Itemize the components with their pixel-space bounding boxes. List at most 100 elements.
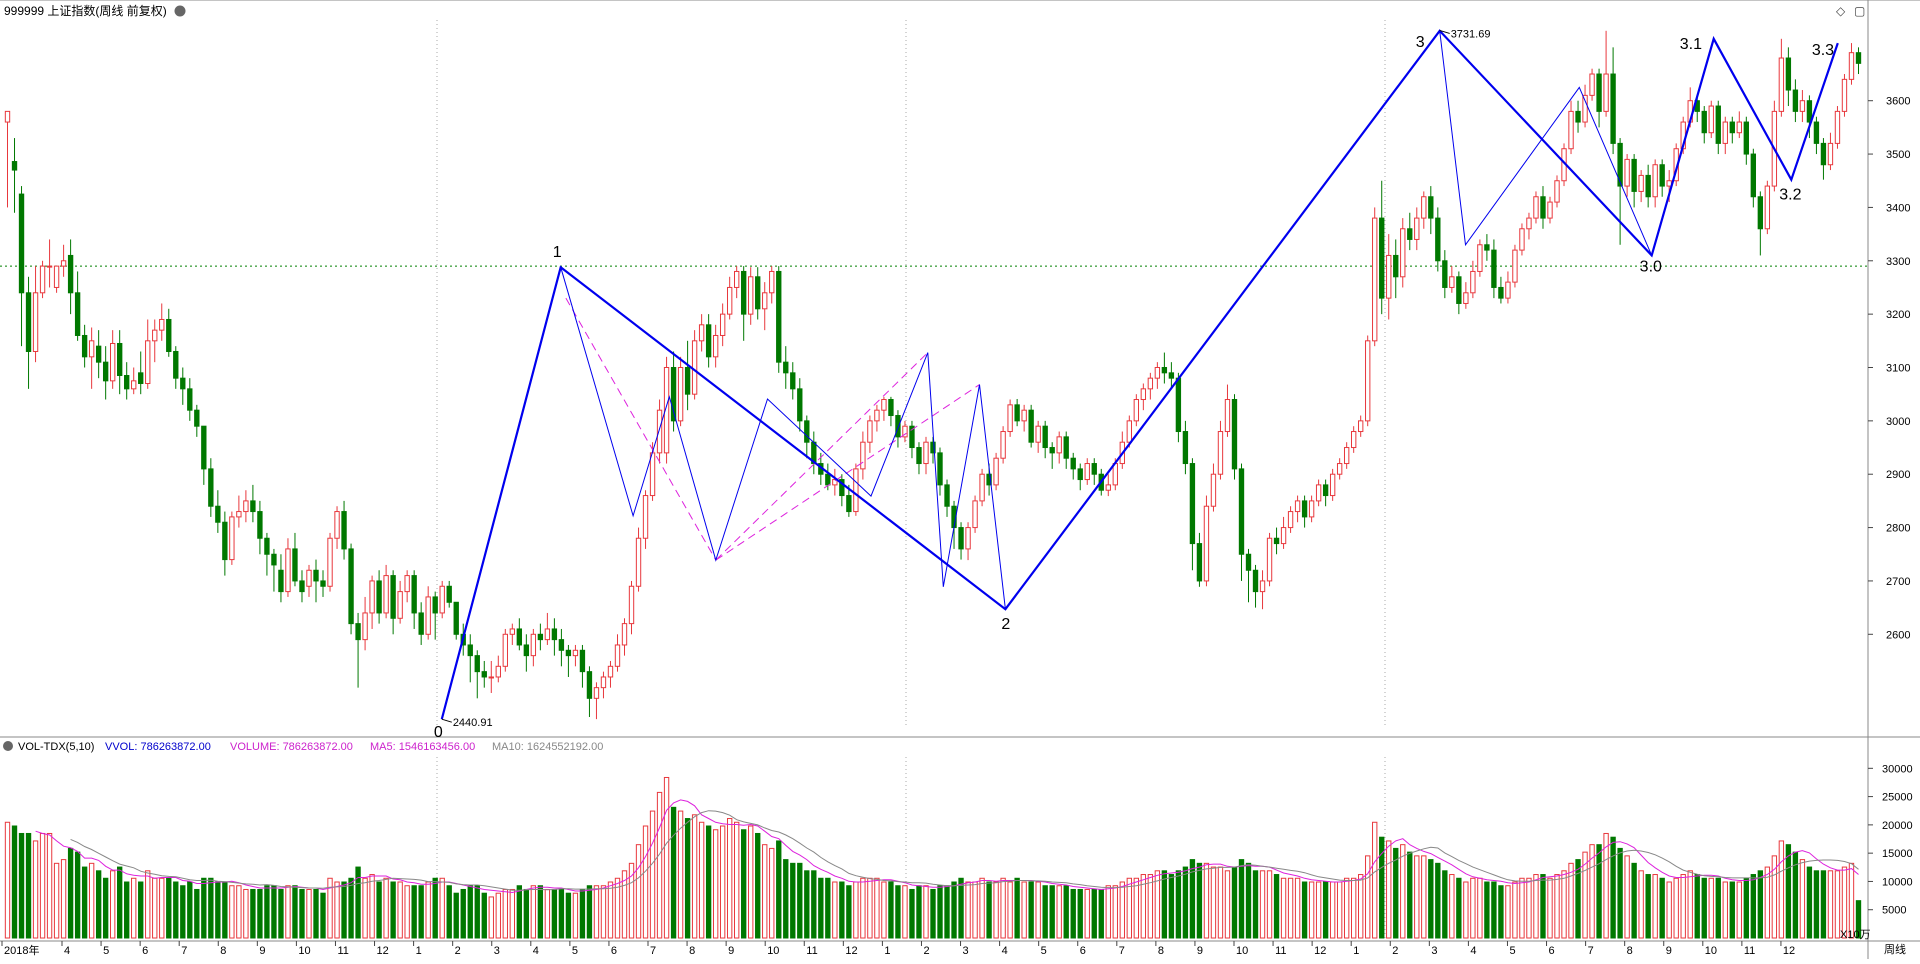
candle xyxy=(593,682,600,720)
candle-body xyxy=(159,318,165,331)
volume-bar xyxy=(95,870,102,939)
candle-body xyxy=(418,612,424,635)
candle-body xyxy=(783,361,789,374)
dropdown-icon[interactable] xyxy=(174,5,186,17)
candle xyxy=(327,532,333,592)
candle xyxy=(1224,384,1231,437)
volume-dropdown-icon[interactable] xyxy=(3,741,13,751)
candle-body xyxy=(152,329,158,342)
candle-body xyxy=(1161,366,1168,374)
candle-body xyxy=(734,270,740,288)
candle xyxy=(1280,516,1287,549)
candle xyxy=(109,330,116,389)
time-axis-label: 11 xyxy=(1275,945,1286,957)
volume-bar xyxy=(18,832,25,939)
candle xyxy=(439,580,445,619)
candle xyxy=(1133,394,1140,427)
volume-bar xyxy=(769,847,775,939)
vvol-label: VVOL: 786263872.00 xyxy=(105,741,211,753)
price-tick-label: 2800 xyxy=(1886,523,1910,535)
candle-body xyxy=(488,676,494,679)
volume-bar xyxy=(341,881,347,939)
candle-body xyxy=(930,441,936,454)
candle xyxy=(495,655,501,683)
candle xyxy=(1463,282,1469,309)
candle xyxy=(88,327,95,389)
volume-bar xyxy=(621,870,628,939)
candle-body xyxy=(642,495,649,539)
candle xyxy=(278,554,284,603)
volume-bar xyxy=(102,877,109,939)
candle-body xyxy=(215,505,221,523)
candle xyxy=(1322,479,1329,507)
candle-body xyxy=(909,425,915,449)
fib-dashed-line xyxy=(565,297,717,561)
candle xyxy=(1498,276,1504,304)
candle-body xyxy=(1701,110,1707,134)
time-axis-label: 4 xyxy=(64,945,70,957)
candle-body xyxy=(649,452,656,497)
volume-bar xyxy=(832,881,838,939)
time-axis-label: 1 xyxy=(884,945,890,957)
volume-bar xyxy=(109,870,116,939)
volume-bar xyxy=(965,881,971,939)
volume-bar xyxy=(1631,862,1637,939)
volume-bar xyxy=(1154,870,1161,939)
candle xyxy=(1729,116,1735,144)
candle xyxy=(60,244,67,277)
candle-body xyxy=(705,324,712,358)
candle-body xyxy=(18,193,25,294)
volume-bar xyxy=(397,881,403,939)
candle-body xyxy=(726,286,733,315)
price-annotation-pointer xyxy=(1439,29,1450,34)
ma10-line xyxy=(70,810,1859,891)
candle-body xyxy=(1834,110,1841,144)
volume-bar xyxy=(334,881,340,939)
candle xyxy=(1764,180,1771,235)
volume-bar xyxy=(1063,885,1069,939)
time-axis-label: 3 xyxy=(494,945,500,957)
candle xyxy=(446,580,452,608)
time-axis-label: 6 xyxy=(1080,945,1086,957)
candle-body xyxy=(1414,217,1420,240)
candle-body xyxy=(1708,105,1714,134)
candle xyxy=(565,644,572,677)
candle-body xyxy=(1203,505,1210,582)
candle-body xyxy=(1315,484,1322,502)
candle-body xyxy=(1736,121,1742,134)
candle-body xyxy=(327,537,333,587)
window-icon[interactable]: ▢ xyxy=(1854,4,1865,18)
candle-body xyxy=(769,270,775,294)
candle-body xyxy=(39,265,46,294)
candle xyxy=(1077,463,1083,491)
volume-bar xyxy=(509,888,515,939)
volume-bar xyxy=(1799,859,1806,939)
volume-bar xyxy=(1308,881,1315,939)
volume-bar xyxy=(425,881,431,939)
candle xyxy=(1449,266,1455,293)
candle xyxy=(1834,106,1841,149)
volume-bar xyxy=(1715,877,1721,939)
candle xyxy=(804,415,810,459)
candle-body xyxy=(1379,217,1385,299)
candle xyxy=(1820,138,1827,180)
candle-body xyxy=(663,366,670,454)
candle-body xyxy=(1512,249,1518,283)
volume-bar xyxy=(467,885,473,939)
volume-bar xyxy=(748,825,754,939)
candle-body xyxy=(1841,78,1848,112)
volume-bar xyxy=(502,888,508,939)
candle xyxy=(1259,570,1266,610)
candle xyxy=(1540,186,1546,229)
volume-bar xyxy=(839,881,845,939)
candle-body xyxy=(902,425,908,438)
volume-bar xyxy=(1666,881,1672,939)
candle xyxy=(1028,404,1034,448)
candle-body xyxy=(628,585,635,625)
diamond-icon[interactable]: ◇ xyxy=(1836,4,1846,18)
candle-body xyxy=(1133,399,1140,422)
volume-bar xyxy=(1729,881,1735,939)
candle-body xyxy=(1014,404,1020,422)
